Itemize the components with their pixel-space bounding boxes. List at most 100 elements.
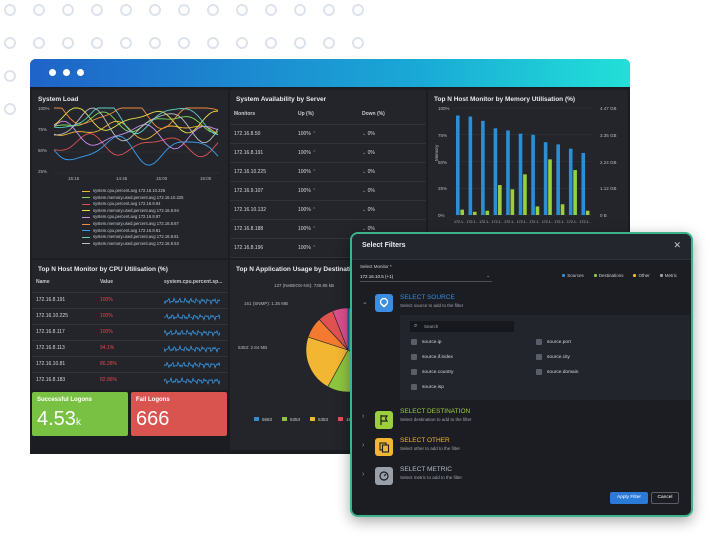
option-checkbox[interactable] bbox=[536, 369, 542, 375]
legend-label: 5683 bbox=[262, 417, 273, 422]
close-icon[interactable]: ✕ bbox=[673, 240, 681, 250]
y2-tick-label: 4.47 GB bbox=[600, 106, 617, 111]
chevron-right-icon[interactable]: › bbox=[362, 413, 365, 420]
up-cell: 100% ⌃ bbox=[298, 226, 316, 232]
legend-swatch bbox=[659, 274, 663, 277]
table-row: 172.16.8.50 100% ⌃ ⌄ 0% bbox=[230, 124, 426, 143]
option-label: source.domain bbox=[547, 369, 579, 375]
arrow-down-icon: ⌄ bbox=[362, 169, 368, 175]
copy-icon bbox=[375, 438, 393, 456]
y-tick-label: 50% bbox=[38, 148, 48, 153]
cpu-sparkline bbox=[164, 329, 220, 338]
cpu-sparkline bbox=[164, 297, 220, 306]
option-checkbox[interactable] bbox=[411, 384, 417, 390]
memory-bar bbox=[456, 115, 460, 215]
table-row: 172.16.8.113 94.1% bbox=[32, 340, 228, 356]
memory-bar-chart bbox=[454, 107, 592, 216]
legend-swatch bbox=[82, 243, 90, 245]
memory-bar bbox=[543, 142, 548, 215]
x-tick-label: 172.1.. bbox=[566, 220, 578, 224]
decorative-dot-icon bbox=[91, 37, 103, 49]
section-title-source[interactable]: SELECT SOURCE bbox=[400, 294, 455, 301]
decorative-dot-icon bbox=[323, 4, 335, 16]
down-cell: ⌄ 0% bbox=[362, 131, 375, 137]
legend-swatch bbox=[82, 190, 90, 192]
source-options-box: ⌕ Search source.ip source.if.index source.… bbox=[400, 315, 690, 400]
fail-logons-tile: Fail Logons 666 bbox=[131, 392, 227, 436]
decorative-dot-icon bbox=[178, 4, 190, 16]
arrow-up-icon: ⌃ bbox=[310, 169, 317, 175]
apply-filter-button[interactable]: Apply Filter bbox=[610, 492, 648, 504]
option-checkbox[interactable] bbox=[411, 369, 417, 375]
y-tick-label: 25% bbox=[438, 186, 448, 192]
memory-bar bbox=[498, 185, 502, 215]
memory-bar bbox=[506, 130, 510, 215]
table-row: 172.16.10.81 86.28% bbox=[32, 356, 228, 372]
legend-label: 5353 bbox=[290, 417, 301, 422]
host-cell: 172.16.8.113 bbox=[36, 345, 65, 351]
legend-label: 5353 bbox=[318, 417, 329, 422]
option-label: source.ip bbox=[422, 339, 442, 345]
series-line bbox=[53, 107, 219, 134]
column-header: Down (%) bbox=[362, 111, 385, 117]
option-checkbox[interactable] bbox=[536, 354, 542, 360]
memory-bar bbox=[548, 159, 552, 215]
down-value: 0% bbox=[367, 207, 375, 213]
chevron-down-icon[interactable]: ⌄ bbox=[362, 299, 368, 306]
pie-slice-label: 5353: 2.84 MB bbox=[238, 345, 268, 350]
search-input[interactable]: ⌕ Search bbox=[410, 321, 514, 332]
down-cell: ⌄ 0% bbox=[362, 169, 375, 175]
cpu-sparkline bbox=[164, 376, 220, 386]
decorative-dot-icon bbox=[4, 4, 16, 16]
option-label: source.if.index bbox=[422, 354, 453, 360]
panel-title: Top N Host Monitor by CPU Utilisation (%… bbox=[38, 266, 168, 273]
panel-title: Top N Application Usage by Destination P bbox=[236, 266, 365, 273]
decorative-dot-icon bbox=[352, 37, 364, 49]
up-value: 100% bbox=[298, 207, 311, 213]
legend-swatch bbox=[633, 274, 637, 277]
monitor-select[interactable]: 172.16.10.5 (+1) ⌄ bbox=[360, 271, 492, 282]
up-cell: 100% ⌃ bbox=[298, 207, 316, 213]
option-checkbox[interactable] bbox=[411, 339, 417, 345]
memory-bar bbox=[481, 120, 485, 215]
legend-swatch bbox=[82, 236, 90, 238]
section-title-metric[interactable]: SELECT METRIC bbox=[400, 466, 452, 473]
y-tick-label: 100% bbox=[38, 106, 50, 111]
monitor-cell: 172.16.8.196 bbox=[234, 245, 264, 251]
legend-label: system.memory.used.percent.avg 172.16.8.… bbox=[93, 240, 179, 246]
decorative-dot-icon bbox=[294, 4, 306, 16]
option-checkbox[interactable] bbox=[536, 339, 542, 345]
up-value: 100% bbox=[298, 169, 311, 175]
legend-label: system.cpu.percent.avg 172.16.8.94 bbox=[93, 201, 161, 207]
cpu-sparkline bbox=[164, 361, 220, 370]
up-value: 100% bbox=[298, 188, 311, 194]
legend-swatch bbox=[82, 230, 90, 232]
value-cell: 94.1% bbox=[100, 345, 115, 351]
monitor-cell: 172.16.10.132 bbox=[234, 207, 266, 213]
down-cell: ⌄ 0% bbox=[362, 188, 375, 194]
series-line bbox=[53, 120, 219, 140]
location-pin-icon bbox=[375, 294, 393, 312]
decorative-dot-icon bbox=[265, 37, 277, 49]
memory-bar bbox=[493, 128, 498, 215]
section-subtitle: Select destination to add to the filter bbox=[400, 417, 472, 422]
cancel-button[interactable]: Cancel bbox=[651, 492, 679, 504]
memory-bar bbox=[560, 204, 565, 215]
arrow-down-icon: ⌄ bbox=[362, 207, 368, 213]
decorative-dot-icon bbox=[149, 37, 161, 49]
y2-tick-label: 0 B bbox=[600, 213, 607, 218]
tile-label: Successful Logons bbox=[37, 397, 93, 403]
option-checkbox[interactable] bbox=[411, 354, 417, 360]
cpu-sparkline bbox=[164, 344, 220, 354]
chevron-right-icon[interactable]: › bbox=[362, 471, 365, 478]
window-dot-icon bbox=[63, 69, 70, 76]
x-tick-label: 172.1.. bbox=[491, 220, 503, 224]
chevron-right-icon[interactable]: › bbox=[362, 442, 365, 449]
series-line bbox=[53, 107, 219, 135]
section-title-destination[interactable]: SELECT DESTINATION bbox=[400, 408, 471, 415]
tile-unit: k bbox=[75, 417, 81, 428]
section-title-other[interactable]: SELECT OTHER bbox=[400, 437, 450, 444]
y-tick-label: 100% bbox=[438, 106, 450, 111]
value-cell: 100% bbox=[100, 313, 113, 319]
legend-label: system.memory.used.percent.avg 172.16.8.… bbox=[93, 207, 179, 213]
